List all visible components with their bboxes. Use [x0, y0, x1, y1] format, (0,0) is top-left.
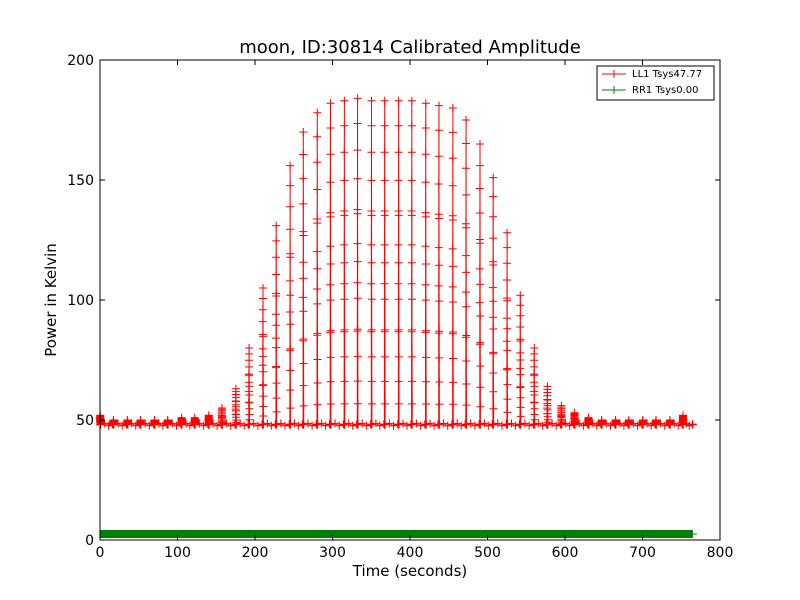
legend-label-rr1: RR1 Tsys0.00 [632, 85, 699, 96]
x-tick-label: 500 [474, 545, 501, 561]
y-tick-label: 50 [76, 413, 94, 429]
x-tick-label: 700 [629, 545, 656, 561]
y-tick-label: 150 [67, 173, 94, 189]
x-tick-label: 300 [319, 545, 346, 561]
axis-ticks: 0 100 200 300 400 500 600 700 800 0 50 100 150 200 [67, 53, 733, 561]
y-axis-label: Power in Kelvin [42, 243, 60, 357]
series-rr1-line [100, 530, 693, 538]
x-axis-label: Time (seconds) [352, 562, 468, 580]
x-tick-label: 100 [164, 545, 191, 561]
legend-marker-rr1 [610, 86, 618, 94]
y-tick-label: 200 [67, 53, 94, 69]
y-tick-label: 0 [85, 533, 94, 549]
legend-box [596, 65, 715, 101]
x-tick-label: 0 [96, 545, 105, 561]
x-tick-label: 200 [242, 545, 269, 561]
x-tick-label: 400 [397, 545, 424, 561]
plot-area [96, 94, 697, 538]
x-tick-label: 600 [552, 545, 579, 561]
legend-label-ll1: LL1 Tsys47.77 [632, 69, 702, 80]
chart-title: moon, ID:30814 Calibrated Amplitude [239, 37, 581, 58]
legend-marker-ll1 [610, 70, 618, 78]
legend: LL1 Tsys47.77 RR1 Tsys0.00 [596, 65, 715, 101]
y-tick-label: 100 [67, 293, 94, 309]
x-tick-label: 800 [707, 545, 734, 561]
